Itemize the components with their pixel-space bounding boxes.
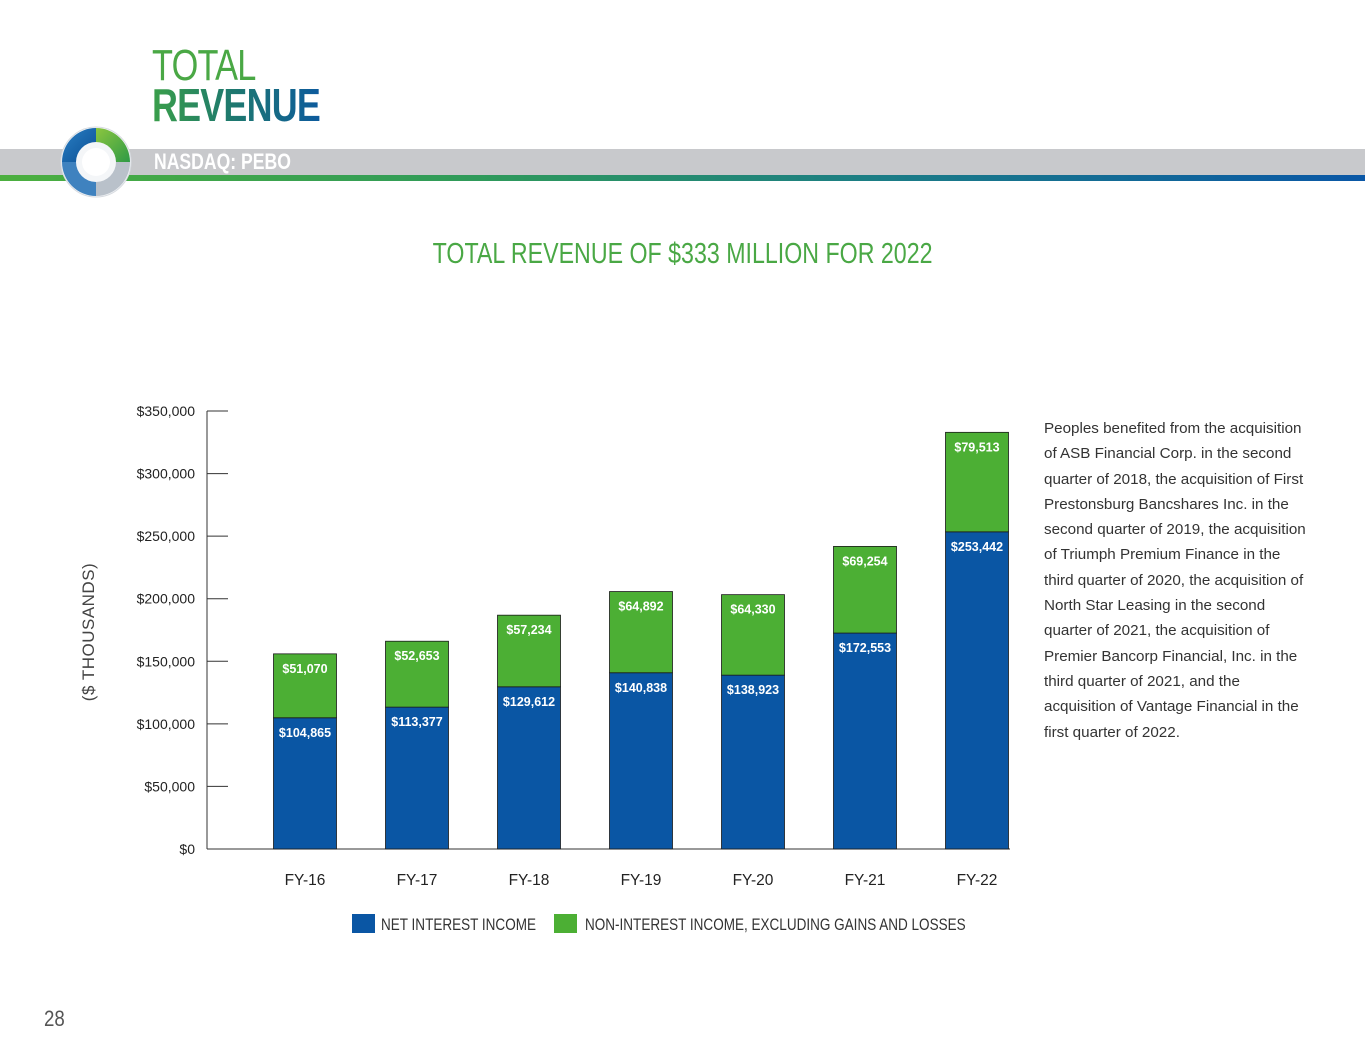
header-title-line2: REVENUE bbox=[152, 79, 321, 131]
data-label-non-interest: $69,254 bbox=[842, 554, 887, 568]
bar-non-interest bbox=[833, 545, 897, 634]
legend-swatch-net-interest bbox=[352, 914, 375, 933]
acquisitions-note: Peoples benefited from the acquisition o… bbox=[1044, 420, 1306, 741]
x-tick-label: FY-17 bbox=[397, 872, 438, 889]
x-tick-label: FY-18 bbox=[509, 872, 550, 889]
legend-swatch-non-interest bbox=[554, 914, 577, 933]
bar-non-interest bbox=[945, 431, 1009, 533]
data-label-net-interest: $172,553 bbox=[839, 641, 891, 655]
bar-non-interest bbox=[273, 653, 337, 719]
header-color-stripe bbox=[0, 175, 1365, 181]
y-tick-label: $250,000 bbox=[137, 528, 196, 544]
x-tick-label: FY-21 bbox=[845, 872, 886, 889]
bar-net-interest bbox=[833, 632, 897, 850]
data-label-net-interest: $129,612 bbox=[503, 695, 555, 709]
data-label-non-interest: $57,234 bbox=[506, 623, 551, 637]
y-tick-label: $50,000 bbox=[144, 778, 195, 794]
data-label-net-interest: $138,923 bbox=[727, 683, 779, 697]
x-tick-label: FY-19 bbox=[621, 872, 662, 889]
bar-net-interest bbox=[385, 706, 449, 850]
y-tick-label: $350,000 bbox=[137, 403, 196, 419]
data-label-non-interest: $52,653 bbox=[394, 649, 439, 663]
bar-non-interest bbox=[497, 614, 561, 688]
y-tick-label: $300,000 bbox=[137, 466, 196, 482]
chart-title: TOTAL REVENUE OF $333 MILLION FOR 2022 bbox=[432, 238, 933, 270]
bar-non-interest bbox=[721, 594, 785, 676]
bar-net-interest bbox=[273, 717, 337, 850]
bar-net-interest bbox=[497, 686, 561, 850]
data-label-non-interest: $64,892 bbox=[618, 600, 663, 614]
data-label-net-interest: $104,865 bbox=[279, 726, 331, 740]
x-tick-label: FY-16 bbox=[285, 872, 326, 889]
data-label-net-interest: $140,838 bbox=[615, 681, 667, 695]
bar-net-interest bbox=[609, 672, 673, 850]
bar-non-interest bbox=[609, 591, 673, 674]
data-label-non-interest: $51,070 bbox=[282, 662, 327, 676]
header-ticker: NASDAQ: PEBO bbox=[154, 149, 291, 174]
company-logo-icon bbox=[60, 126, 132, 198]
y-tick-label: $0 bbox=[179, 841, 195, 857]
data-label-non-interest: $64,330 bbox=[730, 603, 775, 617]
data-label-non-interest: $79,513 bbox=[954, 440, 999, 454]
y-tick-label: $150,000 bbox=[137, 653, 196, 669]
header-gray-band bbox=[0, 149, 1365, 175]
header-title-line1: TOTAL bbox=[152, 41, 256, 90]
data-label-net-interest: $113,377 bbox=[391, 715, 442, 729]
bar-net-interest bbox=[721, 674, 785, 850]
page-number: 28 bbox=[44, 1006, 65, 1031]
y-axis-label: ($ THOUSANDS) bbox=[79, 563, 98, 701]
legend-label-net-interest: NET INTEREST INCOME bbox=[381, 916, 536, 935]
y-tick-label: $100,000 bbox=[137, 716, 196, 732]
x-tick-label: FY-20 bbox=[733, 872, 774, 889]
data-label-net-interest: $253,442 bbox=[951, 540, 1003, 554]
x-tick-label: FY-22 bbox=[957, 872, 998, 889]
bar-net-interest bbox=[945, 531, 1009, 850]
bar-non-interest bbox=[385, 640, 449, 708]
y-tick-label: $200,000 bbox=[137, 591, 196, 607]
legend-label-non-interest: NON-INTEREST INCOME, EXCLUDING GAINS AND… bbox=[585, 916, 966, 935]
